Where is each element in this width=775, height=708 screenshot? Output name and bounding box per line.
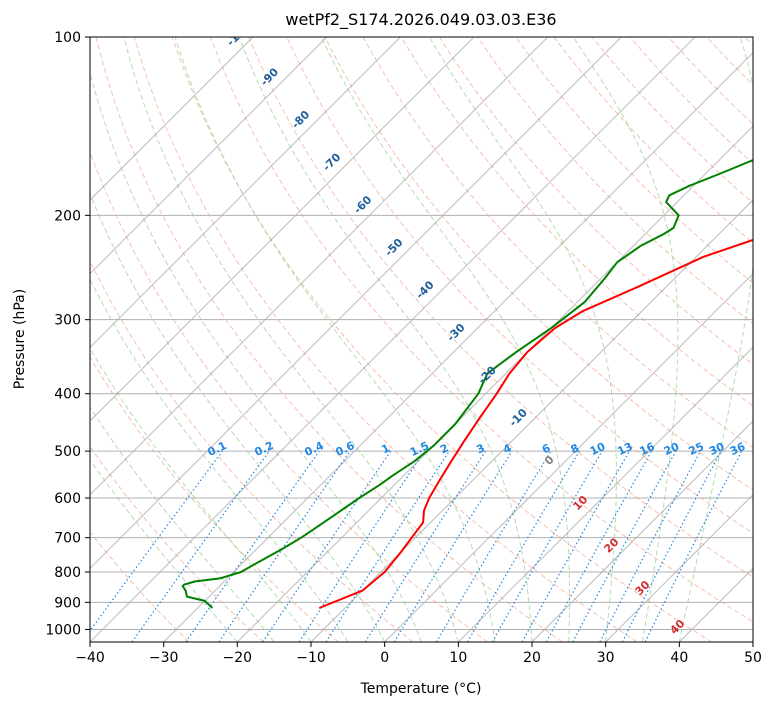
y-tick-label: 1000 [45,622,81,638]
dry-adiabat-line [210,37,753,623]
skewed-isotherm-line [605,493,753,642]
x-tick-label: −40 [75,650,105,666]
x-tick-label: −20 [223,650,253,666]
x-tick-label: −10 [296,650,326,666]
mixing-ratio-line [572,450,677,642]
y-tick-label: 100 [54,30,81,46]
y-tick-label: 200 [54,208,81,224]
y-axis-label: Pressure (hPa) [12,289,28,389]
moist-adiabat-line [678,37,753,642]
mixing-ratio-label: 20 [662,440,682,458]
y-tick-label: 900 [54,595,81,611]
mixing-ratio-label: 25 [687,440,706,458]
y-tick-label: 700 [54,531,81,547]
x-axis-label: Temperature (°C) [360,681,482,697]
x-tick-label: 10 [449,650,467,666]
mixing-ratio-line [521,450,631,642]
moist-adiabat-line [90,406,275,642]
moist-adiabat-line [123,37,459,642]
skewed-isotherm-line [310,199,753,642]
moist-adiabat-line [428,37,617,642]
skewed-isotherm-line [90,37,622,570]
dewpoint-profile-line [181,158,753,609]
y-tick-label: 800 [54,565,81,581]
moist-adiabat-line [90,278,349,642]
skewed-isotherm-line [163,51,753,642]
tick-layer: −40 −30 −20 −10 0 10 20 30 40 50 100 200 300 400 500 60… [45,30,762,666]
mixing-ratio-line [393,450,513,642]
skewed-isotherm-line [90,37,549,496]
mixing-ratio-label: 16 [638,440,658,458]
dry-adiabat-line [90,150,488,642]
mixing-ratio-label: 30 [707,440,727,458]
skewed-isotherm-line [90,37,328,275]
mixing-ratio-label: 13 [615,440,634,458]
dry-adiabat-line [90,356,339,642]
dry-adiabat-line [324,37,753,491]
dry-adiabat-line [90,445,264,642]
x-tick-label: 40 [670,650,688,666]
skewed-isotherm-line [457,346,753,642]
x-tick-label: −30 [149,650,179,666]
isotherm-label: -100 [224,20,253,49]
chart-title: wetPf2_S174.2026.049.03.03.E36 [285,10,556,30]
series-layer [181,158,753,609]
x-tick-label: 0 [380,650,389,666]
dry-adiabat-line [171,37,712,642]
y-tick-label: 600 [54,491,81,507]
mixing-ratio-line [644,450,743,642]
mixing-ratio-label: 36 [728,440,748,458]
x-tick-label: 30 [597,650,615,666]
grid-layer [90,37,753,642]
skewed-isotherm-line [90,37,401,349]
y-tick-label: 500 [54,444,81,460]
temperature-profile-line [318,238,753,609]
mixing-ratio-line [131,450,270,642]
moist-adiabat-line [174,37,496,642]
skewed-isotherm-line [236,125,753,642]
mixing-ratio-line [545,450,653,642]
x-tick-label: 20 [523,650,541,666]
dry-adiabat-line [248,37,753,578]
skewed-isotherm-line [531,420,753,642]
plot-frame [89,36,754,643]
dry-adiabat-line [90,531,190,642]
mixing-ratio-line [262,450,392,642]
mixing-ratio-line [90,450,223,632]
y-tick-label: 300 [54,313,81,329]
skewed-isotherm-line [90,37,254,201]
mixing-ratio-line [185,450,320,642]
moist-adiabat-line [238,37,533,642]
moist-adiabat-line [90,192,386,642]
x-tick-label: 50 [744,650,762,666]
skewed-isotherm-line [384,272,753,642]
dry-adiabat-line [515,37,753,284]
mixing-ratio-line [325,450,450,642]
mixing-ratio-line [298,450,425,642]
skewed-isotherm-line [90,37,475,422]
moist-adiabat-line [320,37,571,642]
dry-adiabat-line [400,37,753,407]
mixing-ratio-line [218,450,351,642]
moist-adiabat-line [572,37,679,642]
moist-adiabat-line [90,459,238,642]
dry-adiabat-line [95,37,563,642]
dry-adiabat-line [133,37,638,642]
y-tick-label: 400 [54,387,81,403]
mixing-ratio-label: 10 [588,440,608,458]
skewed-isotherm-line [90,37,696,642]
